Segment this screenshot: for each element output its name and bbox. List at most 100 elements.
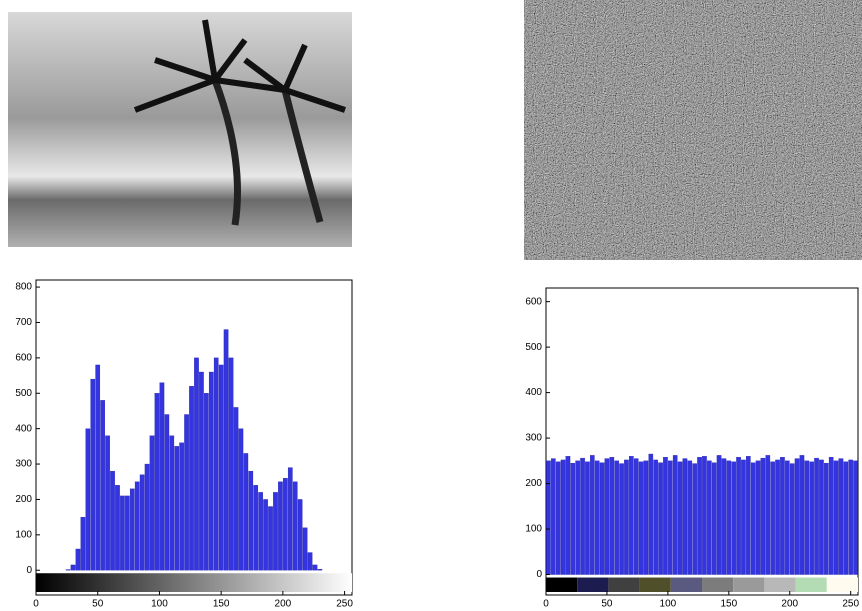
bar — [292, 481, 298, 571]
bar — [853, 460, 858, 575]
bar — [199, 371, 204, 571]
bar — [110, 470, 115, 571]
bar — [785, 460, 790, 575]
y-tick-label: 200 — [15, 494, 32, 505]
bar — [546, 460, 551, 575]
colorbar — [795, 577, 827, 592]
bar — [736, 457, 741, 575]
bar — [115, 485, 120, 571]
bar — [755, 460, 761, 575]
noise-image — [524, 0, 862, 260]
bar — [105, 435, 110, 571]
bar — [663, 457, 668, 575]
bar — [716, 455, 722, 575]
bar — [570, 462, 576, 575]
bar — [619, 463, 624, 575]
x-tick-label: 250 — [842, 599, 859, 610]
bar — [194, 357, 199, 571]
bar — [648, 453, 654, 575]
x-tick-label: 50 — [601, 599, 613, 610]
bar — [149, 435, 155, 571]
bar — [253, 485, 259, 571]
bar — [707, 460, 712, 575]
bar — [208, 371, 214, 571]
bar — [90, 378, 96, 571]
bar — [134, 481, 140, 571]
bar — [804, 460, 810, 575]
bar — [770, 461, 775, 575]
bar — [750, 462, 756, 575]
bar — [638, 461, 644, 575]
y-tick-label: 0 — [26, 565, 32, 576]
bar — [307, 552, 313, 571]
bar — [139, 474, 145, 571]
beach-image — [8, 12, 352, 247]
bar — [228, 357, 234, 571]
x-tick-label: 100 — [660, 599, 677, 610]
y-tick-label: 200 — [525, 478, 542, 489]
bar — [565, 456, 571, 575]
y-tick-label: 500 — [525, 342, 542, 353]
y-tick-label: 400 — [15, 423, 32, 434]
bar — [80, 516, 86, 571]
colorbar — [764, 577, 796, 592]
bar — [233, 407, 239, 571]
colorbar — [702, 577, 734, 592]
bar — [614, 460, 619, 575]
colorbar — [577, 577, 609, 592]
colorbar — [670, 577, 702, 592]
bar — [169, 435, 175, 571]
bar — [248, 470, 254, 571]
x-tick-label: 200 — [781, 599, 798, 610]
bar — [780, 457, 785, 575]
bar — [833, 460, 839, 575]
bar — [687, 460, 693, 575]
bar — [590, 455, 595, 575]
y-tick-label: 700 — [15, 317, 32, 328]
bar — [125, 495, 130, 571]
y-tick-label: 100 — [15, 529, 32, 540]
bar — [604, 458, 610, 575]
bar — [643, 460, 649, 575]
bar — [302, 527, 308, 571]
bar — [789, 463, 795, 575]
x-tick-label: 50 — [92, 599, 104, 610]
bar — [184, 414, 189, 571]
bar — [204, 393, 209, 571]
bar — [799, 455, 805, 575]
colorbar — [733, 577, 765, 592]
bar — [711, 462, 717, 575]
y-tick-label: 400 — [525, 387, 542, 398]
colorbar — [36, 573, 352, 592]
bar — [653, 459, 658, 575]
bar — [702, 456, 707, 575]
bar — [585, 461, 590, 575]
colorbar — [546, 577, 578, 592]
bar — [760, 457, 766, 575]
bar — [179, 442, 184, 571]
bar — [575, 460, 580, 575]
bar — [746, 456, 751, 575]
bar — [741, 459, 746, 575]
bar — [814, 457, 819, 575]
bar — [159, 382, 165, 571]
bar — [213, 357, 219, 571]
bar — [599, 462, 605, 575]
bar — [129, 488, 135, 571]
y-tick-label: 100 — [525, 524, 542, 535]
bar — [223, 329, 229, 571]
bar — [775, 459, 780, 575]
bar — [848, 459, 853, 575]
bar — [551, 458, 556, 575]
y-tick-label: 300 — [15, 459, 32, 470]
x-tick-label: 150 — [213, 599, 230, 610]
bar — [682, 458, 688, 575]
colorbar — [608, 577, 640, 592]
bar — [721, 458, 727, 575]
bar — [218, 364, 224, 571]
bar — [594, 460, 600, 575]
bar — [838, 458, 844, 575]
x-tick-label: 200 — [275, 599, 292, 610]
bar — [677, 461, 683, 575]
